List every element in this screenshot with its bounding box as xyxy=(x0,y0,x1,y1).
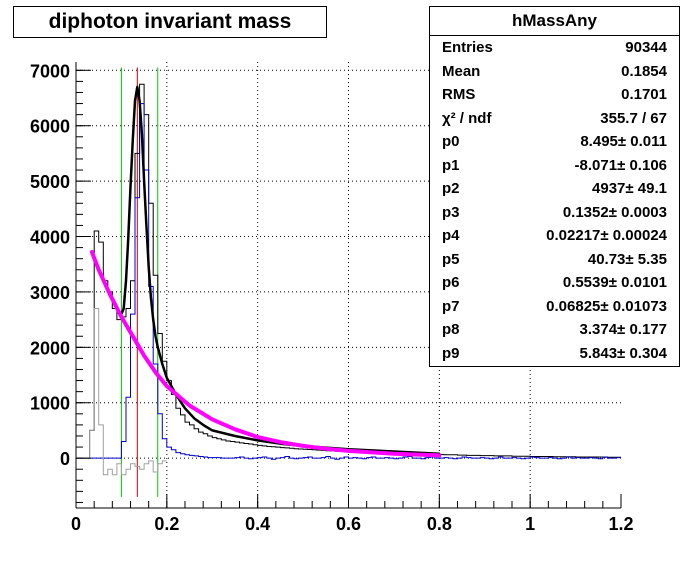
x-tick-label: 0.8 xyxy=(427,514,452,534)
stats-row: p8 3.374± 0.177 xyxy=(430,318,679,342)
y-tick-label: 7000 xyxy=(30,61,70,81)
stats-row: p5 40.73± 5.35 xyxy=(430,248,679,272)
stats-row: p7 0.06825± 0.01073 xyxy=(430,295,679,319)
stats-row: p2 4937± 49.1 xyxy=(430,177,679,201)
x-tick-label: 0.4 xyxy=(245,514,270,534)
stats-row: p4 0.02217± 0.00024 xyxy=(430,224,679,248)
y-tick-label: 3000 xyxy=(30,283,70,303)
residual-histogram xyxy=(76,308,167,476)
stats-rows: Entries 90344 Mean 0.1854 RMS 0.1701 χ² / ndf 3… xyxy=(430,36,679,365)
stats-row-value: 90344 xyxy=(625,39,667,56)
stats-box-title: hMassAny xyxy=(430,7,679,36)
stats-row-label: p4 xyxy=(442,227,460,244)
y-tick-label: 1000 xyxy=(30,394,70,414)
y-tick-label: 5000 xyxy=(30,172,70,192)
stats-row-value: 5.843± 0.304 xyxy=(579,344,667,362)
stats-row-label: p3 xyxy=(442,203,460,221)
x-tick-label: 1 xyxy=(525,514,535,534)
stats-row-label: RMS xyxy=(442,86,476,103)
stats-row-label: p8 xyxy=(442,321,460,338)
stats-row: p1 -8.071± 0.106 xyxy=(430,154,679,178)
stats-row: Entries 90344 xyxy=(430,36,679,60)
chart-title: diphoton invariant mass xyxy=(48,10,292,33)
stats-row-label: Entries xyxy=(442,39,493,56)
background-fit-curve xyxy=(89,250,442,458)
signal-histogram xyxy=(76,103,621,460)
stats-row-value: 40.73± 5.35 xyxy=(587,250,667,268)
y-tick-label: 4000 xyxy=(30,228,70,248)
stats-row-label: p5 xyxy=(442,250,460,268)
stats-row: RMS 0.1701 xyxy=(430,83,679,107)
x-tick-label: 0.2 xyxy=(154,514,179,534)
y-tick-label: 0 xyxy=(60,449,70,469)
stats-row: χ² / ndf 355.7 / 67 xyxy=(430,107,679,131)
stats-row-value: 0.1701 xyxy=(621,86,667,103)
stats-row-label: p2 xyxy=(442,180,460,197)
stats-row-value: 0.02217± 0.00024 xyxy=(546,227,667,244)
y-tick-label: 2000 xyxy=(30,338,70,358)
stats-row-value: -8.071± 0.106 xyxy=(574,156,667,174)
stats-row-value: 0.5539± 0.0101 xyxy=(562,274,667,291)
stats-row-label: Mean xyxy=(442,62,481,80)
stats-row: p3 0.1352± 0.0003 xyxy=(430,201,679,225)
axes: 0 0.2 0.4 0.6 0.8 1 1.2 0 1000 2000 3000 4000 5000 60… xyxy=(30,61,634,534)
x-tick-label: 0.6 xyxy=(336,514,361,534)
x-tick-label: 0 xyxy=(71,514,81,534)
stats-row-label: p9 xyxy=(442,344,460,362)
stats-row: p0 8.495± 0.011 xyxy=(430,130,679,154)
stats-row: Mean 0.1854 xyxy=(430,60,679,84)
stats-row: p9 5.843± 0.304 xyxy=(430,342,679,366)
stats-row-value: 3.374± 0.177 xyxy=(579,321,667,338)
series-layer xyxy=(76,67,621,497)
stats-row-value: 8.495± 0.011 xyxy=(580,133,667,150)
stats-row-value: 0.06825± 0.01073 xyxy=(546,297,667,315)
stats-row-value: 0.1352± 0.0003 xyxy=(562,203,667,221)
total-fit-curve xyxy=(120,85,441,455)
stats-row-value: 0.1854 xyxy=(621,62,667,80)
stats-row-label: p7 xyxy=(442,297,460,315)
stats-row-label: χ² / ndf xyxy=(442,109,492,127)
stats-row: p6 0.5539± 0.0101 xyxy=(430,271,679,295)
chart-title-box: diphoton invariant mass xyxy=(13,6,327,38)
data-histogram xyxy=(76,83,621,459)
y-tick-label: 6000 xyxy=(30,117,70,137)
stats-row-label: p6 xyxy=(442,274,460,291)
stats-row-label: p1 xyxy=(442,156,460,174)
stats-row-label: p0 xyxy=(442,133,460,150)
stats-box: hMassAny Entries 90344 Mean 0.1854 RMS 0.1701… xyxy=(429,6,680,367)
stats-row-value: 4937± 49.1 xyxy=(592,180,667,197)
x-tick-label: 1.2 xyxy=(608,514,633,534)
stats-row-value: 355.7 / 67 xyxy=(600,109,667,127)
